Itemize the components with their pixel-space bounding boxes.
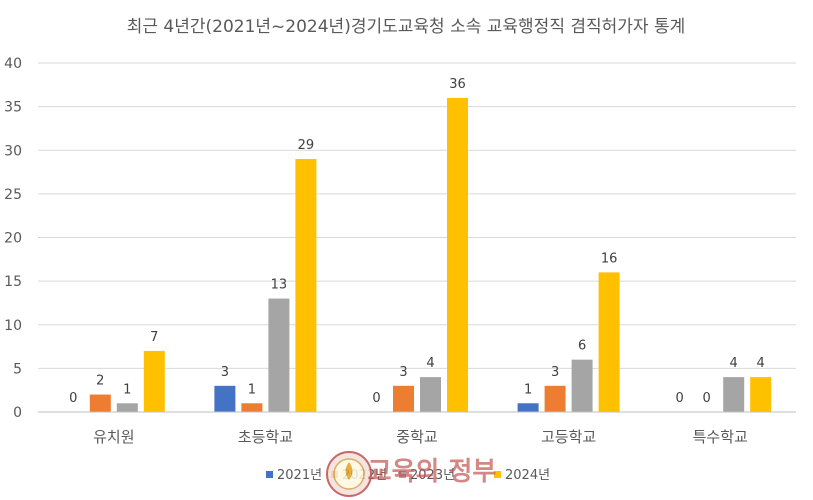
legend: 2021년2022년2023년2024년: [266, 468, 550, 483]
bar: [750, 377, 772, 412]
bar: [89, 394, 111, 412]
data-label: 1: [524, 382, 532, 397]
legend-swatch: [399, 471, 406, 478]
data-label: 0: [703, 391, 711, 406]
bars: [89, 97, 772, 413]
data-label: 0: [676, 391, 684, 406]
x-axis: 유치원 초등학교 중학교 고등학교 특수학교: [38, 411, 796, 446]
x-category-label: 초등학교: [238, 428, 293, 446]
data-label: 6: [578, 339, 586, 354]
bar: [420, 377, 441, 412]
data-label: 4: [757, 356, 765, 371]
bar: [116, 403, 138, 412]
y-tick-label: 40: [4, 56, 22, 72]
y-tick-label: 5: [13, 361, 22, 377]
x-category-label: 특수학교: [693, 428, 748, 446]
y-tick-label: 10: [4, 318, 22, 334]
bar: [143, 350, 165, 412]
y-tick-label: 35: [4, 100, 22, 116]
legend-label: 2024년: [505, 468, 550, 483]
data-label: 2: [96, 374, 104, 389]
data-label: 1: [248, 382, 256, 397]
bar: [598, 272, 620, 412]
data-label: 3: [221, 365, 229, 380]
bar: [447, 97, 468, 413]
watermark: 교육의 정부: [326, 451, 497, 497]
data-label: 1: [123, 382, 131, 397]
x-category-label: 유치원: [93, 428, 134, 446]
bar: [268, 298, 290, 412]
y-tick-label: 30: [4, 143, 22, 159]
data-label: 4: [426, 356, 434, 371]
watermark-flame-icon: [345, 462, 353, 480]
bar: [241, 403, 263, 412]
legend-swatch: [494, 471, 501, 478]
x-category-label: 고등학교: [541, 428, 596, 446]
chart-title: 최근 4년간(2021년~2024년)경기도교육청 소속 교육행정직 겸직허가자…: [127, 17, 686, 37]
bar: [393, 385, 414, 412]
bar: [571, 359, 593, 412]
bar: [295, 158, 317, 412]
y-tick-label: 15: [4, 274, 22, 290]
legend-label: 2023년: [410, 468, 455, 483]
y-tick-label: 20: [4, 231, 22, 247]
bar: [517, 403, 539, 412]
legend-label: 2021년: [277, 468, 322, 483]
data-label: 13: [271, 278, 288, 293]
data-label: 29: [298, 138, 315, 153]
watermark-text: 교육의 정부: [368, 457, 497, 487]
bar: [723, 377, 745, 412]
data-label: 0: [69, 391, 77, 406]
data-label: 3: [399, 365, 407, 380]
bar: [544, 385, 566, 412]
x-category-label: 중학교: [396, 428, 437, 446]
data-label: 7: [150, 330, 158, 345]
y-tick-label: 25: [4, 187, 22, 203]
data-label: 0: [372, 391, 380, 406]
data-label: 36: [449, 77, 466, 92]
legend-swatch: [266, 471, 273, 478]
data-label: 16: [601, 251, 618, 266]
y-axis: 0 5 10 15 20 25 30 35 40: [4, 56, 22, 421]
bar: [214, 385, 236, 412]
y-tick-label: 0: [13, 405, 22, 421]
data-label: 3: [551, 365, 559, 380]
data-label: 4: [730, 356, 738, 371]
gridlines: [38, 62, 796, 369]
